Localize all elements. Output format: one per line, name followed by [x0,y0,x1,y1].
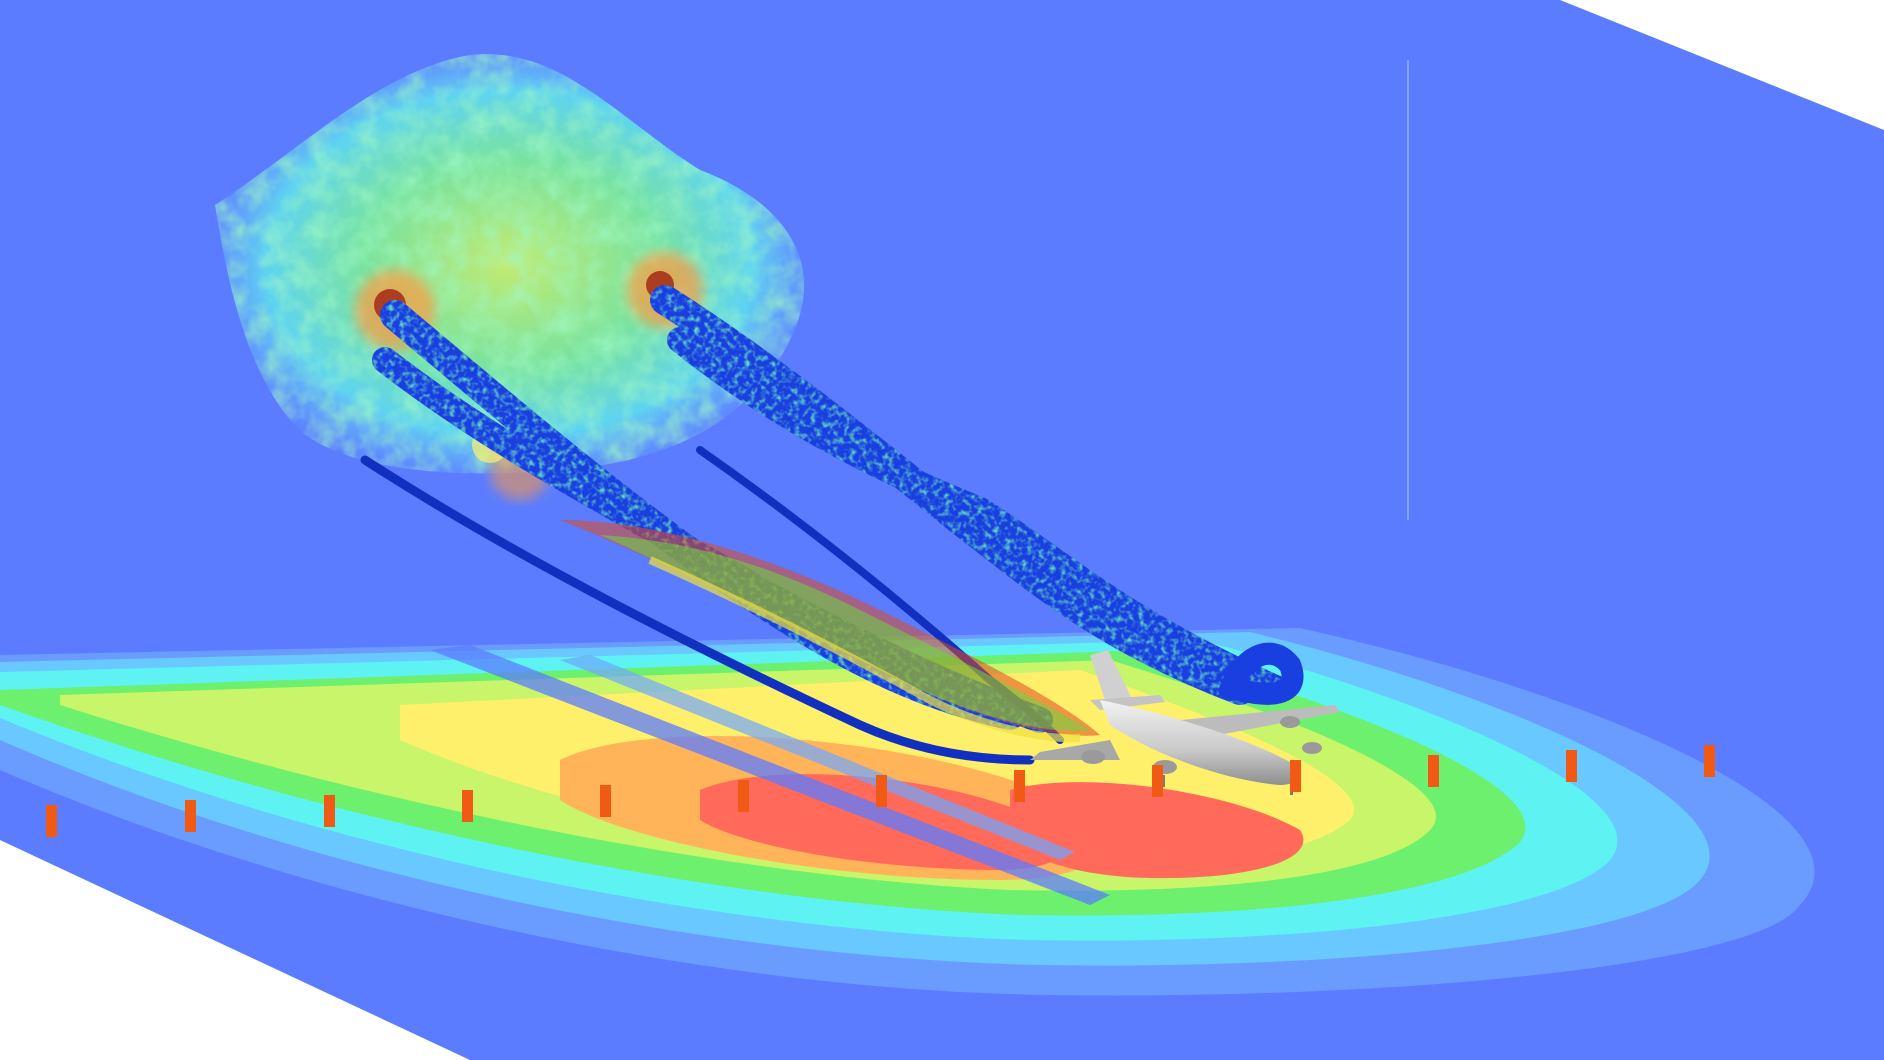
ground-marker-icon [1290,760,1301,792]
vortex-tube [650,285,1255,705]
ground-marker-icon [462,790,473,822]
vortex-filament [360,455,1035,765]
ground-marker-icon [600,785,611,817]
wake-debris [560,520,1100,743]
ground-marker-icon [324,795,335,827]
vortex-tube [667,327,1293,703]
ground-marker-icon [738,780,749,812]
ground-marker-icon [1428,755,1439,787]
ground-marker-icon [46,805,57,837]
ground-marker-icon [1704,745,1715,777]
ground-marker-icon [876,775,887,807]
ground-marker-icon [1014,770,1025,802]
ground-markers [46,745,1715,837]
ground-marker-icon [1152,765,1163,797]
ground-marker-icon [1566,750,1577,782]
ground-marker-icon [185,800,196,832]
vortex-tube [1219,642,1304,705]
turbulence-cloud [215,54,805,500]
